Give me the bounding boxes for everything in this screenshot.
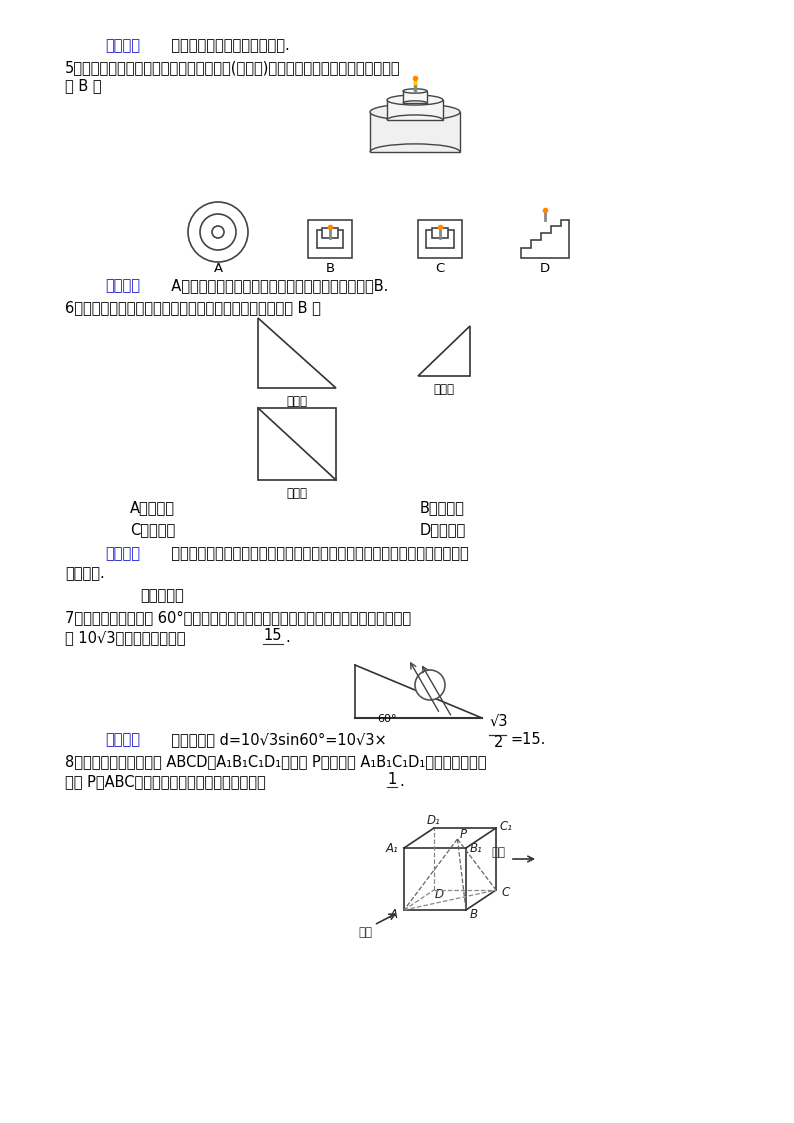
Text: 【解析】: 【解析】 (105, 546, 140, 562)
Text: 正视: 正视 (358, 926, 372, 940)
Text: A: A (214, 262, 222, 275)
Bar (432, 228, 448, 238)
Bar (426, 230, 454, 248)
Text: C: C (435, 262, 445, 275)
Text: D．四棱柱: D．四棱柱 (420, 522, 466, 537)
Text: 正视图: 正视图 (287, 395, 307, 408)
Text: 俯视图: 俯视图 (287, 487, 307, 500)
Polygon shape (258, 318, 336, 389)
Polygon shape (521, 220, 569, 258)
Text: D₁: D₁ (427, 813, 441, 827)
Circle shape (200, 214, 236, 250)
Text: 5．小周过生日，公司为她预订的生日蛋糕(示意图)如下图所示，则它的正视图应该是: 5．小周过生日，公司为她预订的生日蛋糕(示意图)如下图所示，则它的正视图应该是 (65, 60, 401, 75)
Text: .: . (399, 774, 404, 789)
Text: P: P (460, 828, 467, 840)
Text: 【解析】: 【解析】 (105, 38, 140, 53)
Bar (308, 220, 352, 258)
Ellipse shape (387, 95, 443, 106)
Text: 6．若一个几何体的三视图如下图所示，则这个几何体是（ B ）: 6．若一个几何体的三视图如下图所示，则这个几何体是（ B ） (65, 300, 321, 314)
Text: D: D (540, 262, 550, 275)
Text: =15.: =15. (510, 732, 545, 747)
Text: D: D (434, 887, 444, 901)
Text: A₁: A₁ (386, 841, 399, 855)
Bar (418, 220, 462, 258)
Text: 60°: 60° (377, 714, 396, 724)
Ellipse shape (403, 89, 427, 93)
Ellipse shape (370, 104, 460, 120)
Text: .: . (285, 630, 290, 645)
Bar (317, 230, 343, 248)
Text: 为四棱锥.: 为四棱锥. (65, 566, 105, 581)
Bar (322, 228, 338, 238)
Text: 1: 1 (387, 772, 396, 787)
Text: 是 10√3，则皮球的直径是: 是 10√3，则皮球的直径是 (65, 630, 186, 645)
Text: 皮球的直径 d=10√3sin60°=10√3×: 皮球的直径 d=10√3sin60°=10√3× (162, 732, 387, 747)
Text: B．四棱锥: B．四棱锥 (420, 500, 464, 515)
Text: 二、填空题: 二、填空题 (140, 588, 183, 603)
Text: （ B ）: （ B ） (65, 77, 102, 93)
Text: 【解析】: 【解析】 (105, 279, 140, 293)
Text: 15: 15 (263, 628, 282, 643)
Text: 侧视: 侧视 (491, 847, 505, 859)
Text: 7．太阳光线与地面成 60°的角，照射在地面上的一个皮球上，皮球在地面上的投影长: 7．太阳光线与地面成 60°的角，照射在地面上的一个皮球上，皮球在地面上的投影长 (65, 610, 411, 626)
Text: 由正视图和侧视图知侧面为三角形，再由俯视图可知底面为四边形，故几何体: 由正视图和侧视图知侧面为三角形，再由俯视图可知底面为四边形，故几何体 (162, 546, 468, 562)
Text: 2: 2 (494, 734, 503, 750)
Text: A．三棱锥: A．三棱锥 (130, 500, 175, 515)
Text: 圆柱的正视图不可能是三角形.: 圆柱的正视图不可能是三角形. (162, 38, 290, 53)
Text: C．三棱柱: C．三棱柱 (130, 522, 175, 537)
Text: 8．如图所示，在正方体 ABCD－A₁B₁C₁D₁中，点 P是上底面 A₁B₁C₁D₁内一动点，则三: 8．如图所示，在正方体 ABCD－A₁B₁C₁D₁中，点 P是上底面 A₁B₁C… (65, 754, 487, 769)
Text: B₁: B₁ (469, 841, 483, 855)
Text: A: A (390, 909, 398, 922)
Text: B: B (470, 909, 478, 922)
Bar (258, 408, 336, 480)
Text: 侧视图: 侧视图 (434, 383, 454, 396)
Bar (370, 112, 460, 152)
Text: √3: √3 (490, 713, 508, 728)
Text: C: C (502, 886, 510, 898)
Bar (403, 91, 427, 103)
Circle shape (212, 226, 224, 238)
Circle shape (188, 202, 248, 262)
Text: 棱锥 P－ABC的正视图与侧视图的面积的比值为: 棱锥 P－ABC的正视图与侧视图的面积的比值为 (65, 774, 266, 789)
Circle shape (415, 670, 445, 700)
Text: B: B (326, 262, 334, 275)
Text: 【解析】: 【解析】 (105, 732, 140, 747)
Text: A为俯视图，注意到封闭的线段情形，正视图应该是B.: A为俯视图，注意到封闭的线段情形，正视图应该是B. (162, 279, 388, 293)
Text: C₁: C₁ (499, 820, 512, 832)
Polygon shape (418, 326, 470, 376)
Bar (387, 100, 443, 120)
